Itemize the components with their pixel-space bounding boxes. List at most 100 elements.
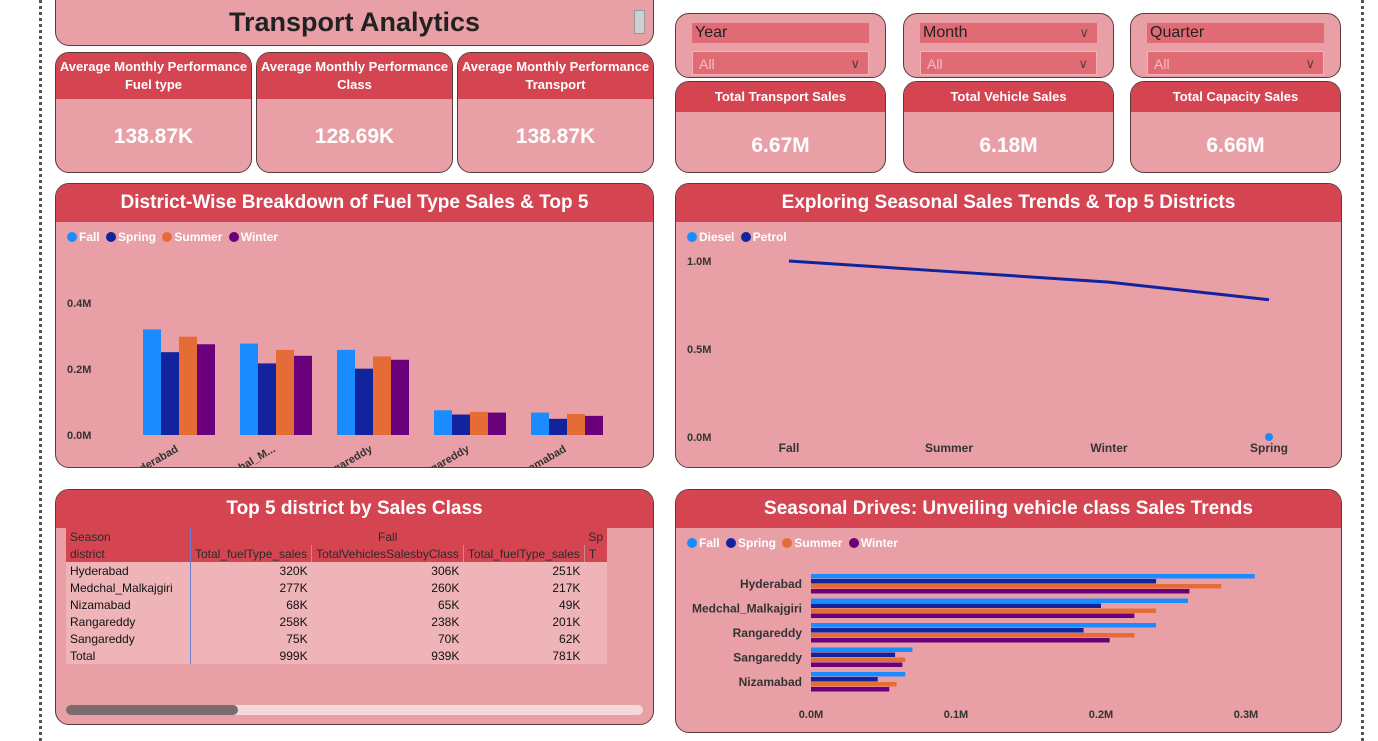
legend-label: Diesel <box>699 230 735 244</box>
district-header[interactable]: district <box>66 545 191 562</box>
season-header-row: Season Fall Sp <box>66 528 608 545</box>
title-scrollbar[interactable] <box>634 10 645 34</box>
chart-title: Exploring Seasonal Sales Trends & Top 5 … <box>676 184 1341 222</box>
bar-winter <box>811 613 1135 618</box>
district-cell: Sangareddy <box>66 630 191 647</box>
legend-item[interactable]: Spring <box>726 536 776 550</box>
month-slicer: Month ∨ All ∨ <box>903 13 1114 78</box>
y-tick-label: 0.0M <box>687 432 711 444</box>
legend-item[interactable]: Spring <box>106 230 156 244</box>
kpi-label: Total Transport Sales <box>676 82 885 112</box>
y-tick-label: Medchal_Malkajgiri <box>692 602 802 616</box>
legend-item[interactable]: Fall <box>67 230 100 244</box>
value-cell: 306K <box>431 563 460 578</box>
y-tick-label: 0.0M <box>67 430 91 442</box>
left-dotted-border <box>39 0 42 741</box>
legend-dot-spring <box>106 232 117 242</box>
scrollbar-thumb[interactable] <box>66 705 238 715</box>
table-row: Hyderabad 320K 306K 251K <box>66 562 608 579</box>
quarter-dropdown[interactable]: All ∨ <box>1147 51 1324 75</box>
legend-item[interactable]: Winter <box>848 536 898 550</box>
x-tick-label: Sangareddy <box>411 443 472 467</box>
table-row: Sangareddy 75K 70K 62K <box>66 630 608 647</box>
legend-item[interactable]: Winter <box>228 230 278 244</box>
right-dotted-border <box>1361 0 1364 741</box>
bar-summer <box>811 682 897 687</box>
kpi-value: 6.18M <box>979 134 1038 157</box>
month-dropdown[interactable]: All ∨ <box>920 51 1097 75</box>
legend-label: Summer <box>794 536 843 550</box>
total-row: Total 999K 939K 781K <box>66 647 608 664</box>
value-cell <box>584 579 607 596</box>
chevron-down-icon[interactable]: ∨ <box>1079 25 1089 40</box>
column-header[interactable]: T <box>588 546 597 561</box>
bar-winter <box>391 359 409 435</box>
y-tick-label: 0.4M <box>67 298 91 310</box>
bar-winter <box>585 415 603 435</box>
chart-legend: Diesel Petrol <box>687 230 790 244</box>
column-header[interactable]: Total_fuelType_sales <box>463 545 585 562</box>
month-dropdown-value: All <box>927 56 943 72</box>
bar-summer <box>811 633 1135 638</box>
bar-spring <box>811 628 1084 633</box>
legend-label: Winter <box>860 536 898 550</box>
total-label: Total <box>66 647 191 664</box>
table-horizontal-scrollbar[interactable] <box>66 705 643 715</box>
legend-item[interactable]: Summer <box>782 536 842 550</box>
kpi-label: Average Monthly Performance Fuel type <box>56 53 251 99</box>
legend-dot-summer <box>782 538 793 548</box>
column-header[interactable]: TotalVehiclesSalesbyClass <box>311 545 464 562</box>
total-cell: 781K <box>552 648 581 663</box>
legend-label: Petrol <box>752 230 787 244</box>
y-tick-label: 0.2M <box>67 364 91 376</box>
value-cell: 238K <box>431 614 460 629</box>
bar-summer <box>373 356 391 435</box>
line-petrol <box>788 259 1270 302</box>
table-row: Nizamabad 68K 65K 49K <box>66 596 608 613</box>
bar-fall <box>143 329 161 435</box>
y-tick-label: 0.5M <box>687 344 711 356</box>
season-group-spring[interactable]: Sp <box>588 529 604 544</box>
value-cell: 62K <box>559 631 581 646</box>
column-header-row: district Total_fuelType_sales TotalVehic… <box>66 545 608 562</box>
quarter-dropdown-value: All <box>1154 56 1170 72</box>
legend-dot-fall <box>67 232 77 242</box>
value-cell: 258K <box>279 614 308 629</box>
district-cell: Nizamabad <box>66 596 191 613</box>
legend-label: Summer <box>174 230 223 244</box>
seasonal-line-chart: 0.0M 0.5M 1.0M Fall Summer Winter Spring <box>687 256 1288 455</box>
x-tick-label: Winter <box>1090 441 1128 455</box>
legend-item[interactable]: Diesel <box>687 230 734 244</box>
quarter-slicer-label: Quarter <box>1147 23 1324 43</box>
total-cell: 939K <box>431 648 460 663</box>
bar-spring <box>811 677 878 682</box>
bar-spring <box>161 352 179 435</box>
value-cell <box>584 596 607 613</box>
x-tick-label: Medchal_M... <box>212 443 277 467</box>
column-header[interactable]: Total_fuelType_sales <box>190 545 313 562</box>
bar-fall <box>811 647 913 652</box>
chevron-down-icon: ∨ <box>1305 56 1315 71</box>
x-tick-label: 0.1M <box>944 709 968 721</box>
bar-fall <box>811 598 1188 603</box>
year-dropdown[interactable]: All ∨ <box>692 51 869 75</box>
vehicle-class-bar-chart: 0.0M 0.1M 0.2M 0.3M Hyderabad Medchal_Malkajg… <box>692 574 1258 721</box>
table-title: Top 5 district by Sales Class <box>56 490 653 528</box>
point-diesel <box>1265 433 1273 441</box>
bar-spring <box>549 418 567 435</box>
bar-summer <box>811 657 906 662</box>
legend-item[interactable]: Fall <box>687 536 720 550</box>
season-group-fall[interactable]: Fall <box>378 529 398 544</box>
x-tick-label: Nizamabad <box>512 443 568 467</box>
district-cell: Medchal_Malkajgiri <box>66 579 191 596</box>
chart-title: Seasonal Drives: Unveiling vehicle class… <box>676 490 1341 528</box>
x-tick-label: Spring <box>1250 441 1288 455</box>
legend-item[interactable]: Summer <box>162 230 222 244</box>
legend-item[interactable]: Petrol <box>740 230 787 244</box>
bar-winter <box>811 662 903 667</box>
table-row: Medchal_Malkajgiri 277K 260K 217K <box>66 579 608 596</box>
district-fuel-bar-chart: 0.0M 0.2M 0.4M Hyderabad Medchal_M... Rangare… <box>67 298 603 467</box>
chart-legend: Fall Spring Summer Winter <box>67 230 281 244</box>
table-row: Rangareddy 258K 238K 201K <box>66 613 608 630</box>
y-tick-label: 1.0M <box>687 256 711 268</box>
